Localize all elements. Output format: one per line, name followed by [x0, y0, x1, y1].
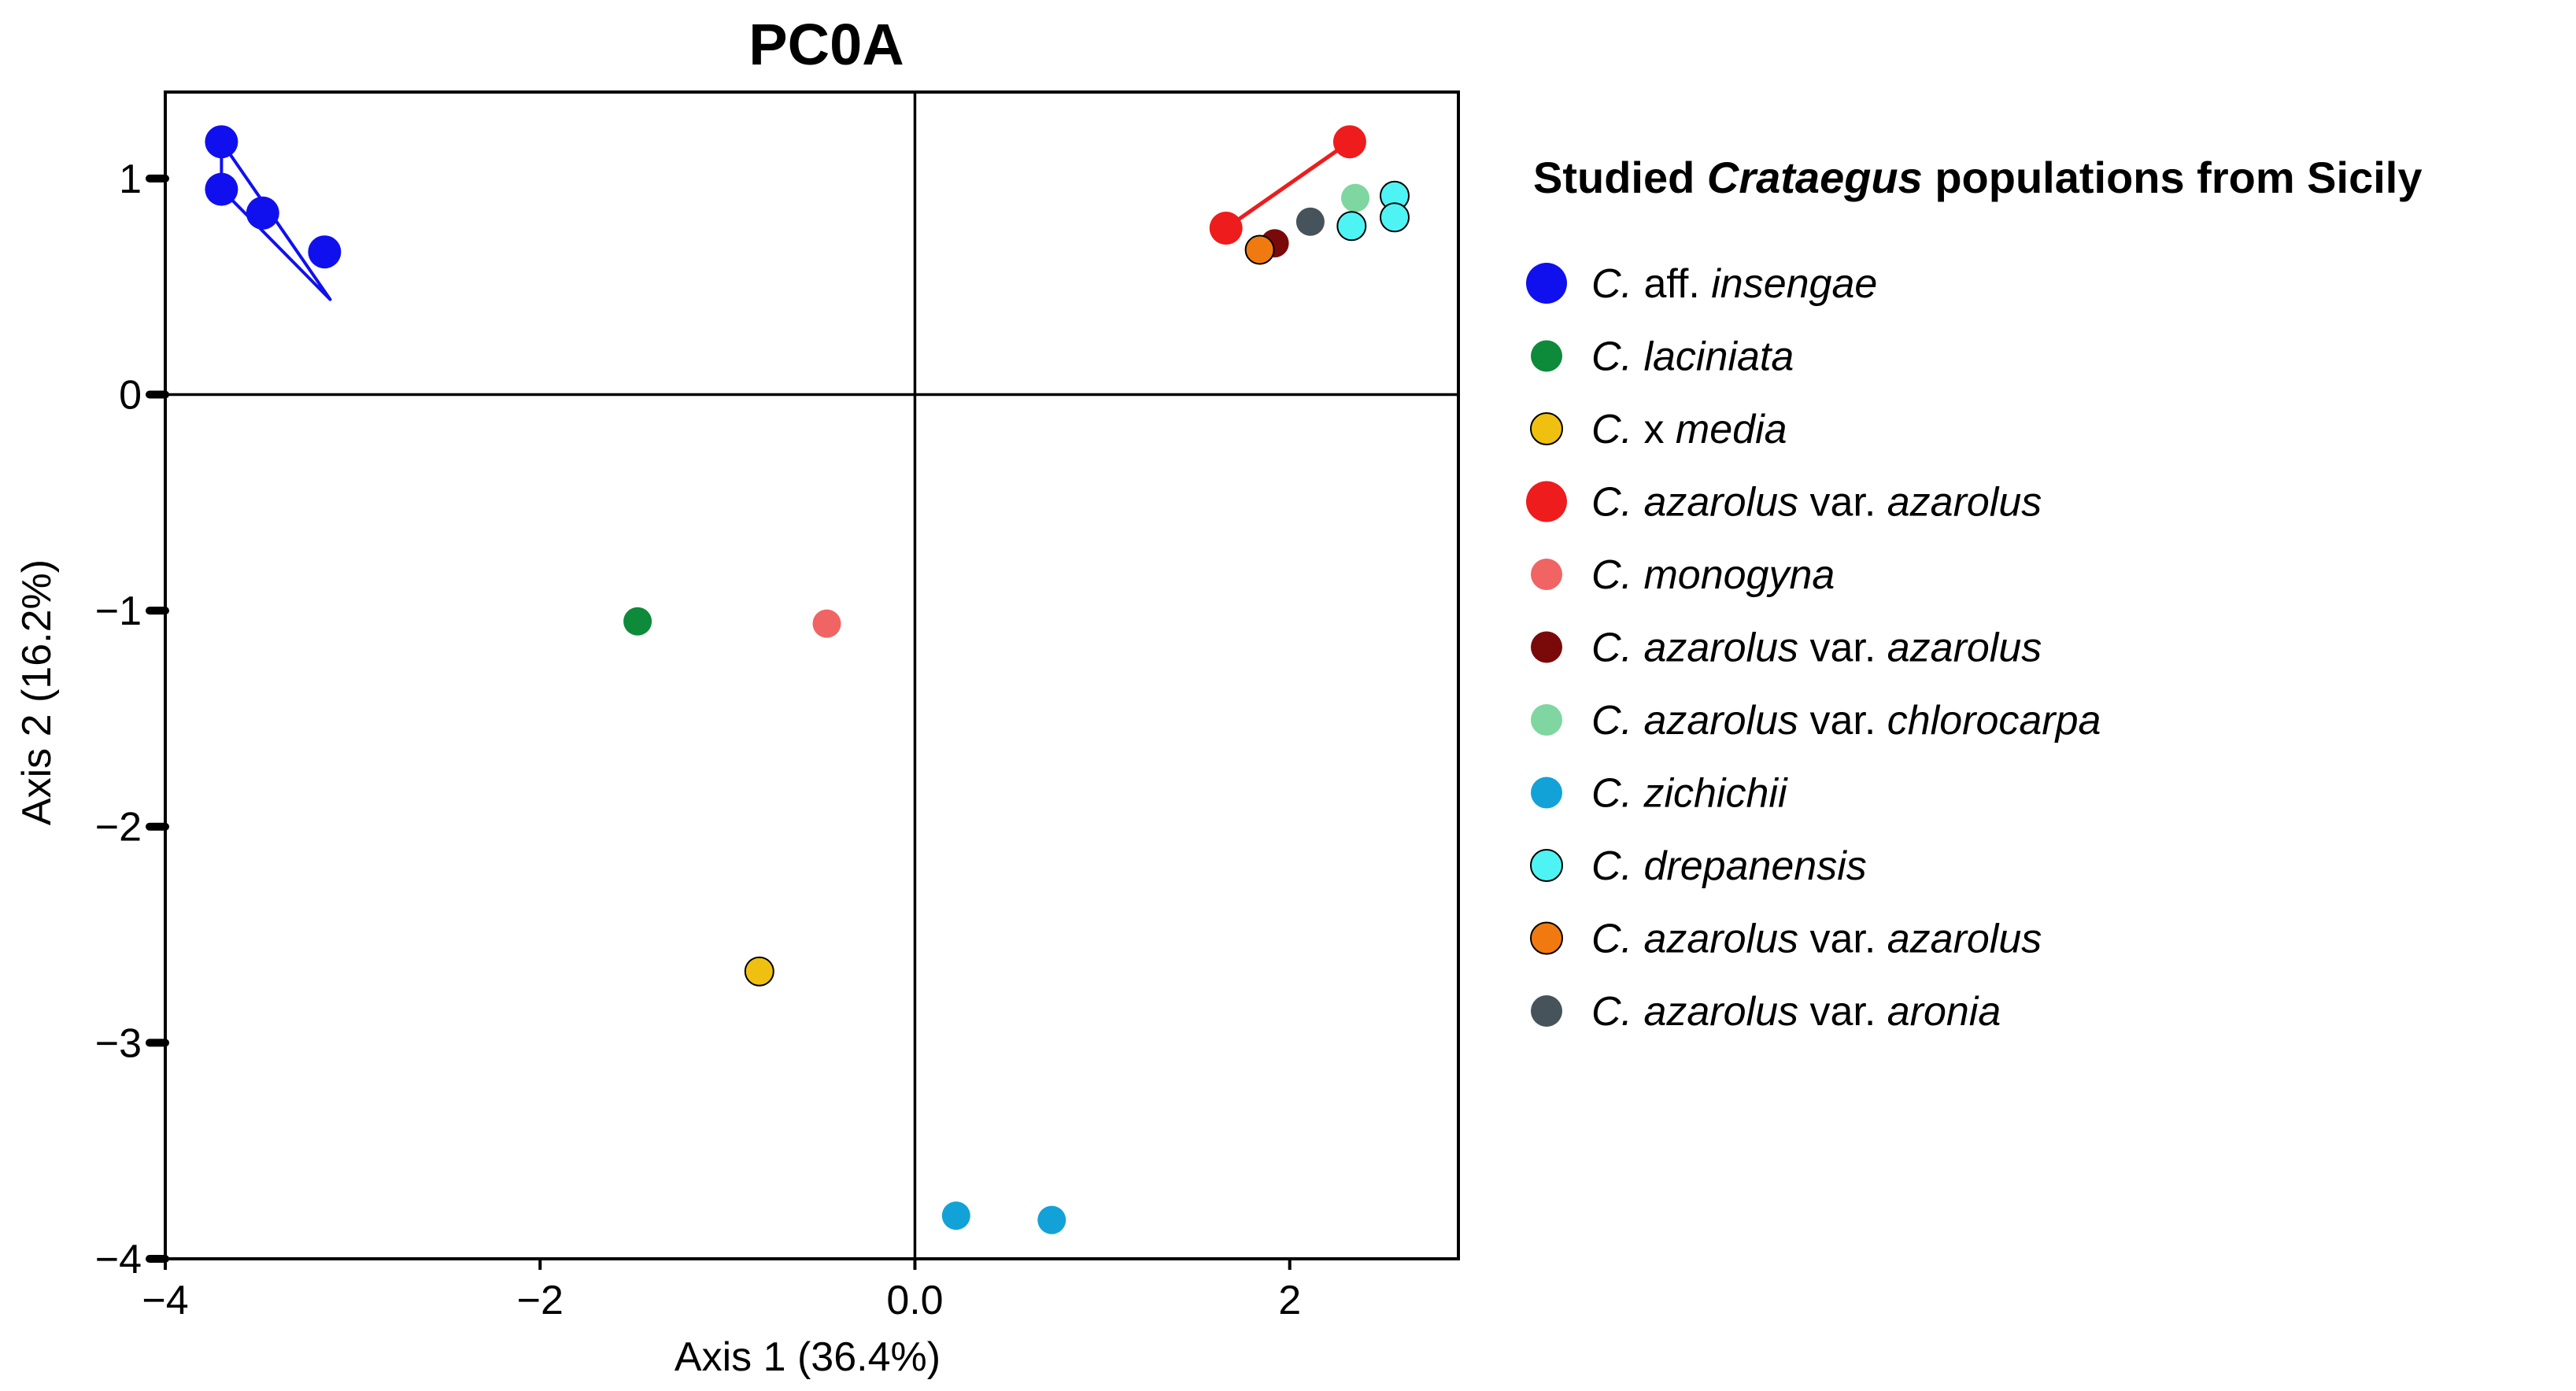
hull-azarolus_red — [1225, 140, 1351, 231]
legend-marker-zichichii — [1531, 777, 1562, 809]
point-azarolus_red — [1209, 212, 1243, 245]
legend-label-aronia: C. azarolus var. aronia — [1591, 989, 2001, 1035]
point-x_media — [744, 956, 774, 987]
y-tick-label: 0 — [119, 372, 142, 418]
legend-marker-azarolus_red — [1526, 481, 1567, 522]
chart-title: PC0A — [748, 12, 904, 77]
legend-marker-aronia — [1531, 995, 1562, 1027]
legend-marker-monogyna — [1531, 559, 1562, 590]
point-aff_insengae — [205, 125, 238, 159]
y-tick-label: 1 — [119, 157, 142, 202]
point-aff_insengae — [246, 196, 279, 230]
legend-title-prefix: Studied — [1533, 153, 1695, 202]
legend-label-aff_insengae: C. aff. insengae — [1591, 261, 1877, 307]
point-chlorocarpa — [1341, 183, 1369, 212]
x-tick-label: −2 — [517, 1278, 564, 1323]
legend-marker-aff_insengae — [1526, 263, 1567, 304]
point-azarolus_red — [1332, 125, 1366, 159]
point-monogyna — [812, 609, 841, 638]
legend-label-azarolus_red: C. azarolus var. azarolus — [1591, 480, 2042, 526]
y-tick-label: −4 — [95, 1237, 142, 1282]
legend-title: Studied Crataegus populations from Sicil… — [1533, 153, 2423, 202]
point-aff_insengae — [205, 172, 238, 206]
point-aronia — [1295, 207, 1325, 236]
legend-label-x_media: C. x media — [1591, 407, 1787, 452]
point-zichichii — [1037, 1205, 1066, 1234]
legend-label-laciniata: C. laciniata — [1591, 334, 1794, 380]
legend-title-genus: Crataegus — [1707, 153, 1923, 202]
y-tick-label: −1 — [95, 588, 142, 634]
legend-marker-azarolus_orange — [1530, 921, 1563, 955]
legend-label-azarolus_orange: C. azarolus var. azarolus — [1591, 917, 2042, 962]
plot-area: −4 −2 0.0 2 1 0 −1 −2 −3 −4 — [95, 90, 1460, 1323]
point-zichichii — [941, 1201, 970, 1230]
y-tick-label: −2 — [95, 805, 142, 850]
x-tick-label: −4 — [142, 1278, 188, 1323]
point-laciniata — [623, 607, 652, 636]
legend-label-azarolus_darkred: C. azarolus var. azarolus — [1591, 625, 2042, 671]
point-azarolus_orange — [1244, 234, 1275, 265]
legend-label-drepanensis: C. drepanensis — [1591, 843, 1867, 889]
point-drepanensis — [1336, 211, 1367, 242]
legend-marker-x_media — [1530, 412, 1563, 445]
legend-label-zichichii: C. zichichii — [1591, 771, 1788, 817]
legend: Studied Crataegus populations from Sicil… — [1526, 153, 2423, 1035]
y-tick-label: −3 — [95, 1020, 142, 1066]
point-aff_insengae — [308, 235, 342, 269]
point-drepanensis — [1380, 202, 1410, 233]
legend-entries: C. aff. insengae C. laciniata C. x media C.… — [1526, 261, 2101, 1035]
legend-label-chlorocarpa: C. azarolus var. chlorocarpa — [1591, 698, 2101, 743]
legend-title-suffix: populations from Sicily — [1935, 153, 2422, 202]
x-tick-label: 0.0 — [886, 1278, 943, 1323]
x-axis-label: Axis 1 (36.4%) — [674, 1334, 941, 1380]
legend-marker-laciniata — [1531, 340, 1562, 372]
legend-marker-chlorocarpa — [1531, 704, 1562, 736]
x-tick-label: 2 — [1278, 1278, 1301, 1323]
plot-frame — [164, 90, 1460, 1260]
legend-marker-drepanensis — [1530, 849, 1563, 882]
legend-marker-azarolus_darkred — [1531, 631, 1562, 663]
legend-label-monogyna: C. monogyna — [1591, 552, 1835, 598]
y-axis-label: Axis 2 (16.2%) — [14, 559, 60, 825]
